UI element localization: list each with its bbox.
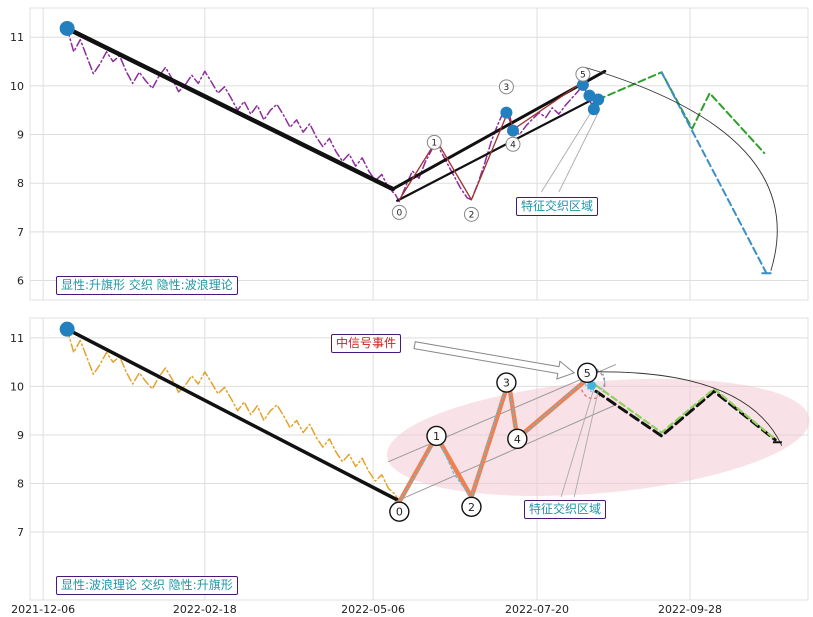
annotation-leader xyxy=(560,388,595,498)
plot-border xyxy=(29,7,809,301)
price-series-orange xyxy=(66,328,401,503)
wave-number-circle xyxy=(463,206,479,222)
upper-chart-canvas: 0 1 2 3 4 5 6 7 8 9 10 11 xyxy=(10,7,809,301)
forecast-green-dashed xyxy=(597,71,766,155)
wave-number-label: 2 xyxy=(469,211,475,221)
lower-chart-canvas: 0 1 2 3 4 5 7 8 9 10 11 2021-12-06 2022-02-18 2022-05… xyxy=(10,317,810,616)
legend-bottom-label: 显性:波浪理论 交织 隐性:升旗形 xyxy=(56,576,238,595)
highlight-ellipse xyxy=(386,378,810,496)
annotation-leader xyxy=(541,107,595,193)
wave-number-circle xyxy=(498,79,514,95)
annotation-weave-top: 特征交织区域 xyxy=(516,197,599,216)
projection-arc xyxy=(591,371,783,446)
wave-number-label: 4 xyxy=(510,141,516,151)
wave-dots xyxy=(587,103,600,116)
wave-number-circle xyxy=(391,204,407,220)
flag-channel-upper xyxy=(387,364,617,463)
y-tick-label: 11 xyxy=(10,332,24,345)
wave-path-thin xyxy=(398,81,584,201)
wave-number-label: 2 xyxy=(468,501,475,514)
start-dot xyxy=(59,20,75,36)
wave-number-circle xyxy=(426,134,442,150)
annotation-leader xyxy=(558,112,599,193)
flag-channel-lower xyxy=(396,95,600,202)
forecast-green-dashed xyxy=(586,378,775,439)
y-tick-label: 9 xyxy=(17,129,24,142)
wave-dots xyxy=(500,106,513,119)
wave-number-circle xyxy=(505,136,521,152)
projection-arc xyxy=(584,66,778,271)
y-tick-label: 8 xyxy=(17,478,24,491)
y-tick-label: 9 xyxy=(17,429,24,442)
y-tick-label: 10 xyxy=(10,80,24,93)
wave-number-circle xyxy=(575,66,591,82)
y-tick-label: 10 xyxy=(10,380,24,393)
annotation-leader xyxy=(573,391,599,498)
wave-dots xyxy=(576,78,589,91)
forecast-black-dashed xyxy=(594,389,777,442)
wave-number-label: 3 xyxy=(503,377,510,390)
wave-dots xyxy=(506,124,519,137)
wave-number-label: 3 xyxy=(504,83,510,93)
wave-number-circle xyxy=(577,362,598,384)
wave-number-circle xyxy=(461,496,482,518)
legend-top-label: 显性:升旗形 交织 隐性:波浪理论 xyxy=(56,276,238,295)
wave-path-main xyxy=(397,376,590,505)
start-dot xyxy=(59,321,75,337)
trend-pole xyxy=(65,327,402,503)
price-series-purple xyxy=(66,27,597,203)
wave-number-label: 4 xyxy=(514,433,521,446)
y-tick-label: 11 xyxy=(10,31,24,44)
wave-dots xyxy=(592,93,605,106)
annotation-weave-bottom: 特征交织区域 xyxy=(524,500,607,519)
flag-channel-lower xyxy=(394,404,617,503)
y-tick-label: 7 xyxy=(17,226,24,239)
wave-number-circle xyxy=(389,501,410,522)
trend-pole xyxy=(64,26,396,192)
wave-number-label: 0 xyxy=(396,209,402,219)
x-tick-label: 2021-12-06 xyxy=(11,603,75,616)
wave-number-circle xyxy=(496,372,517,393)
wave-number-label: 0 xyxy=(396,506,403,519)
x-tick-label: 2022-07-20 xyxy=(505,603,569,616)
plot-border xyxy=(29,317,809,601)
y-tick-label: 7 xyxy=(17,526,24,539)
forecast-blue-dashed xyxy=(660,71,768,275)
signal-arrow xyxy=(413,341,576,380)
wave-number-label: 5 xyxy=(584,367,591,380)
wave-number-circle xyxy=(507,428,528,450)
wave-number-label: 1 xyxy=(431,139,437,149)
x-tick-label: 2022-09-28 xyxy=(658,603,722,616)
y-tick-label: 6 xyxy=(17,275,24,288)
wave-number-label: 1 xyxy=(433,430,440,443)
annotation-signal-event: 中信号事件 xyxy=(331,334,402,353)
wave-number-circle xyxy=(426,425,447,447)
wave-overlay-cyan xyxy=(398,378,588,503)
signal-dot xyxy=(587,380,597,390)
wave-number-label: 5 xyxy=(580,70,586,80)
x-tick-label: 2022-05-06 xyxy=(341,603,405,616)
x-tick-label: 2022-02-18 xyxy=(173,603,237,616)
y-tick-label: 8 xyxy=(17,177,24,190)
